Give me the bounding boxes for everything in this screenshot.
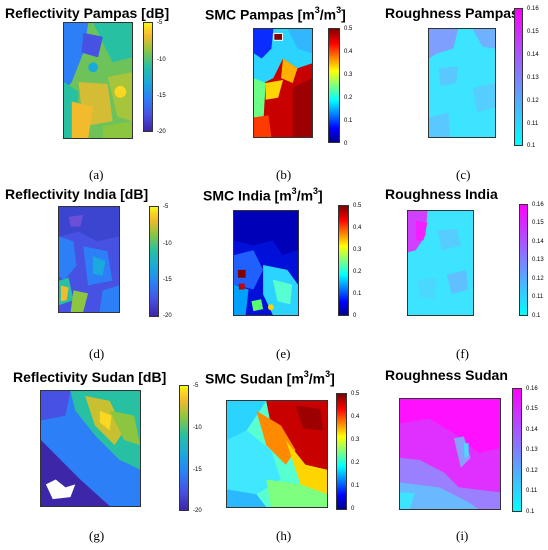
cbar-tick: 0.13 — [532, 257, 544, 263]
smc-sudan-colorbar — [336, 393, 347, 510]
cbar-tick: 0.5 — [344, 26, 353, 32]
cbar-tick: 0.1 — [353, 291, 362, 297]
panel-i-label: (i) — [456, 528, 469, 543]
panel-h-title: SMC Sudan [m3/m3] — [205, 369, 335, 387]
roughness-india-map — [407, 210, 474, 316]
cbar-tick: 0.13 — [526, 447, 538, 453]
cbar-tick: -10 — [193, 425, 202, 431]
cbar-tick: -5 — [157, 20, 163, 26]
cbar-tick: 0.3 — [353, 247, 362, 253]
cbar-tick: 0.12 — [532, 276, 544, 282]
cbar-tick: 0.1 — [532, 313, 541, 319]
cbar-tick: -10 — [163, 241, 172, 247]
roughness-pampas-map — [428, 28, 496, 138]
panel-b-title: SMC Pampas [m3/m3] — [205, 5, 346, 23]
cbar-tick: -5 — [193, 383, 199, 389]
panel-i-title: Roughness Sudan — [385, 367, 508, 383]
cbar-tick: 0.1 — [527, 143, 536, 149]
cbar-tick: 0.1 — [351, 483, 360, 489]
reflectivity-india-map — [58, 206, 120, 313]
cbar-tick: -15 — [157, 93, 166, 99]
smc-india-colorbar — [338, 205, 349, 316]
cbar-tick: 0.3 — [344, 72, 353, 78]
cbar-tick: 0.14 — [526, 427, 538, 433]
smc-pampas-map — [253, 28, 313, 138]
cbar-tick: 0.11 — [532, 294, 544, 300]
cbar-tick: 0.11 — [526, 488, 538, 494]
panel-e-label: (e) — [276, 346, 291, 361]
panel-g-label: (g) — [89, 528, 105, 543]
cbar-tick: 0.13 — [527, 75, 539, 81]
reflectivity-pampas-map — [63, 22, 133, 139]
smc-india-map — [233, 210, 299, 316]
panel-f-label: (f) — [456, 346, 469, 361]
cbar-tick: 0.4 — [344, 49, 353, 55]
cbar-tick: -5 — [163, 204, 169, 210]
cbar-tick: 0.15 — [527, 29, 539, 35]
reflectivity-sudan-colorbar — [179, 385, 189, 511]
roughness-pampas-colorbar — [514, 8, 523, 146]
cbar-tick: 0.12 — [526, 468, 538, 474]
cbar-tick: 0.1 — [344, 118, 353, 124]
panel-g-title: Reflectivity Sudan [dB] — [13, 369, 167, 385]
panel-a-label: (a) — [89, 167, 104, 182]
roughness-sudan-map — [399, 398, 501, 510]
cbar-tick: 0.15 — [526, 406, 538, 412]
cbar-tick: 0.2 — [351, 460, 360, 466]
cbar-tick: 0.12 — [527, 98, 539, 104]
cbar-tick: 0.16 — [526, 386, 538, 392]
cbar-tick: 0.5 — [353, 203, 362, 209]
cbar-tick: 0 — [353, 313, 357, 319]
smc-sudan-map — [226, 400, 328, 508]
cbar-tick: 0.4 — [353, 225, 362, 231]
panel-b-label: (b) — [276, 167, 292, 182]
cbar-tick: 0.2 — [353, 269, 362, 275]
panel-h-label: (h) — [276, 528, 292, 543]
smc-pampas-colorbar — [328, 28, 340, 143]
cbar-tick: 0.14 — [532, 239, 544, 245]
cbar-tick: -20 — [157, 129, 166, 135]
cbar-tick: 0.3 — [351, 437, 360, 443]
panel-f-title: Roughness India — [385, 186, 498, 202]
panel-d-title: Reflectivity India [dB] — [5, 186, 149, 202]
cbar-tick: 0.5 — [351, 391, 360, 397]
panel-c-title: Roughness Pampas — [385, 5, 519, 21]
reflectivity-sudan-map — [40, 390, 141, 507]
cbar-tick: -20 — [163, 313, 172, 319]
cbar-tick: -10 — [157, 57, 166, 63]
cbar-tick: 0 — [351, 506, 355, 512]
cbar-tick: 0.11 — [527, 121, 539, 127]
cbar-tick: -15 — [163, 277, 172, 283]
cbar-tick: 0.2 — [344, 95, 353, 101]
cbar-tick: -15 — [193, 467, 202, 473]
roughness-sudan-colorbar — [512, 388, 522, 512]
cbar-tick: 0.14 — [527, 52, 539, 58]
cbar-tick: 0.16 — [527, 6, 539, 12]
cbar-tick: 0.16 — [532, 202, 544, 208]
cbar-tick: 0.1 — [526, 509, 535, 515]
reflectivity-india-colorbar — [149, 206, 159, 317]
panel-c-label: (c) — [456, 167, 471, 182]
cbar-tick: -20 — [193, 508, 202, 514]
panel-a-title: Reflectivity Pampas [dB] — [5, 5, 170, 21]
panel-d-label: (d) — [89, 346, 105, 361]
cbar-tick: 0.15 — [532, 220, 544, 226]
cbar-tick: 0.4 — [351, 414, 360, 420]
roughness-india-colorbar — [519, 204, 528, 316]
panel-e-title: SMC India [m3/m3] — [203, 186, 323, 204]
reflectivity-pampas-colorbar — [143, 22, 153, 132]
cbar-tick: 0 — [344, 141, 348, 147]
